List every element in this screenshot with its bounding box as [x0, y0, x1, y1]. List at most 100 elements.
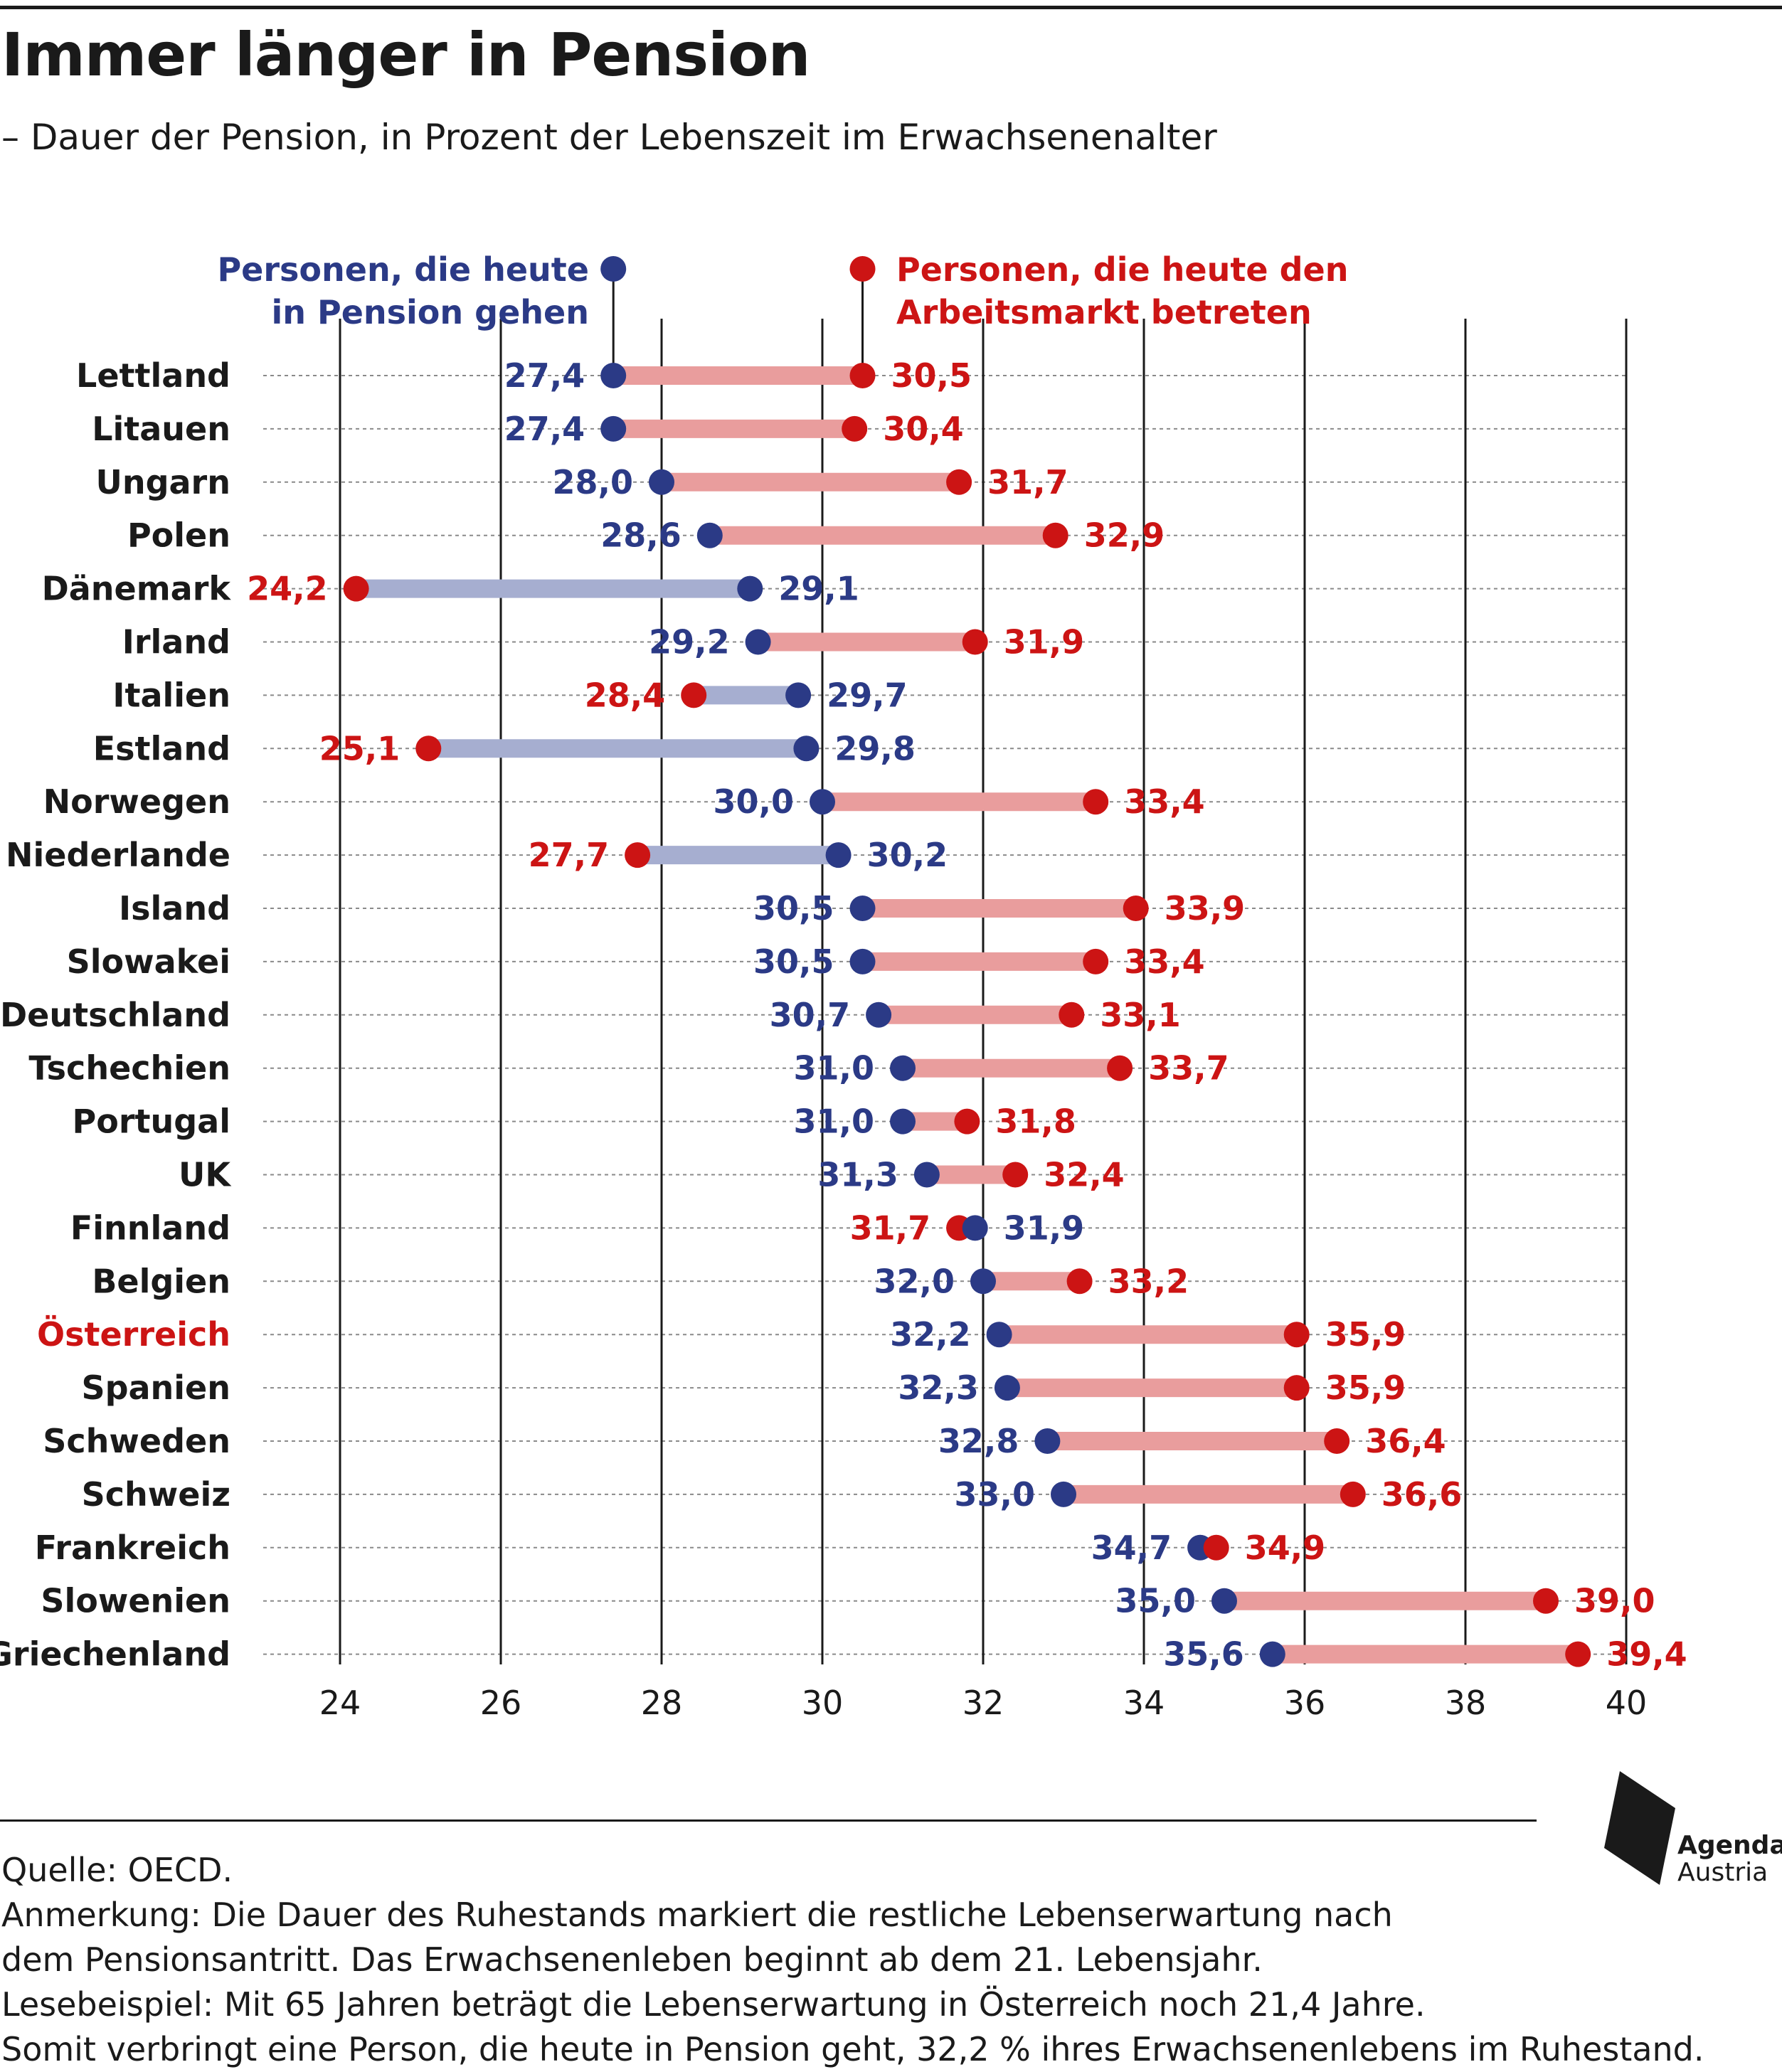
logo-text: Agenda Austria [1677, 1832, 1782, 1886]
retiree-value-label: 31,9 [1004, 1208, 1085, 1247]
entrant-value-label: 28,4 [585, 676, 666, 714]
legend-label-blue-line-1: Personen, die heute [217, 250, 589, 289]
country-label: Norwegen [43, 782, 230, 821]
entrant-dot [946, 469, 972, 495]
entrant-value-label: 39,0 [1574, 1582, 1655, 1620]
country-label: Tschechien [28, 1049, 230, 1088]
entrant-dot [1083, 789, 1109, 815]
retiree-dot [1211, 1588, 1237, 1614]
retiree-value-label: 32,3 [898, 1369, 979, 1407]
reading-example-line-2: Somit verbringt eine Person, die heute i… [1, 2030, 1704, 2068]
entrant-value-label: 27,7 [529, 836, 610, 874]
retiree-dot [1034, 1428, 1061, 1454]
retiree-value-label: 30,5 [753, 889, 834, 928]
retiree-value-label: 28,0 [553, 463, 634, 501]
entrant-dot [1123, 896, 1149, 921]
entrant-dot [842, 415, 868, 442]
entrant-value-label: 31,7 [850, 1208, 931, 1247]
retiree-value-label: 29,2 [649, 623, 730, 662]
retiree-value-label: 29,7 [827, 676, 908, 714]
country-label: Belgien [92, 1262, 230, 1300]
retiree-value-label: 30,7 [770, 996, 851, 1034]
retiree-value-label: 30,2 [867, 836, 948, 874]
entrant-dot [625, 842, 651, 868]
entrant-dot [1283, 1375, 1310, 1401]
retiree-dot [649, 469, 674, 495]
entrant-dot [1203, 1534, 1229, 1561]
country-label: Slowakei [67, 942, 230, 981]
retiree-dot [1259, 1641, 1285, 1667]
retiree-value-label: 34,7 [1091, 1529, 1172, 1567]
entrant-dot [343, 575, 369, 602]
country-label: Frankreich [35, 1529, 230, 1567]
country-label: Dänemark [42, 570, 232, 608]
entrant-value-label: 35,9 [1325, 1369, 1406, 1407]
retiree-dot [810, 789, 835, 815]
entrant-dot [681, 682, 707, 708]
country-label: Österreich [37, 1315, 230, 1354]
entrant-dot [954, 1108, 980, 1135]
country-label: Griechenland [0, 1635, 230, 1674]
retiree-dot [994, 1375, 1020, 1401]
country-label: Litauen [92, 410, 230, 448]
retiree-dot [600, 363, 627, 388]
agenda-austria-logo-icon [1604, 1771, 1675, 1885]
chart-subtitle: – Dauer der Pension, in Prozent der Lebe… [1, 117, 1217, 158]
entrant-value-label: 36,6 [1381, 1475, 1463, 1514]
retiree-value-label: 30,0 [714, 782, 795, 821]
entrant-value-label: 33,4 [1124, 942, 1205, 981]
retiree-dot [600, 415, 627, 442]
entrant-dot [1066, 1268, 1093, 1295]
entrant-value-label: 39,4 [1606, 1635, 1687, 1674]
retiree-dot [1051, 1481, 1076, 1507]
retiree-dot [825, 842, 852, 868]
entrant-dot [1059, 1002, 1085, 1028]
retiree-dot [866, 1002, 892, 1028]
retiree-value-label: 32,2 [890, 1315, 971, 1354]
retiree-dot [696, 522, 723, 548]
retiree-dot [737, 575, 763, 602]
retiree-value-label: 31,0 [794, 1103, 875, 1141]
entrant-value-label: 33,9 [1165, 889, 1246, 928]
entrant-value-label: 34,9 [1245, 1529, 1326, 1567]
country-label: Spanien [81, 1369, 230, 1407]
x-tick-label: 28 [641, 1684, 683, 1722]
country-label: Irland [122, 623, 230, 662]
entrant-dot [1083, 948, 1109, 974]
entrant-value-label: 24,2 [247, 570, 328, 608]
entrant-value-label: 33,2 [1108, 1262, 1189, 1300]
retiree-value-label: 29,1 [778, 570, 859, 608]
retiree-dot [890, 1055, 916, 1081]
x-tick-label: 40 [1606, 1684, 1648, 1722]
retiree-value-label: 31,0 [794, 1049, 875, 1088]
country-label: Lettland [76, 356, 230, 395]
entrant-dot [1042, 522, 1068, 548]
entrant-dot [962, 629, 988, 655]
footnotes: Quelle: OECD. Anmerkung: Die Dauer des R… [1, 1848, 1704, 2072]
dumbbell-chart: 24 26 28 30 32 34 36 38 40 Personen, die heute in … [0, 250, 1687, 1722]
entrant-value-label: 36,4 [1365, 1422, 1446, 1460]
country-label: Deutschland [0, 996, 230, 1034]
legend-label-red-line-2: Arbeitsmarkt betreten [896, 293, 1312, 331]
retiree-dot [849, 948, 876, 974]
x-tick-label: 26 [480, 1684, 522, 1722]
retiree-dot [890, 1108, 916, 1135]
retiree-dot [793, 735, 820, 762]
country-label: UK [179, 1156, 232, 1194]
retiree-value-label: 30,5 [753, 942, 834, 981]
legend-marker-blue [600, 256, 627, 282]
country-label: Estland [93, 729, 230, 767]
entrant-value-label: 35,9 [1325, 1315, 1406, 1354]
entrant-value-label: 30,5 [891, 356, 972, 395]
country-label: Finnland [70, 1208, 230, 1247]
retiree-dot [970, 1268, 996, 1295]
country-label: Niederlande [6, 836, 230, 874]
entrant-value-label: 32,4 [1044, 1156, 1125, 1194]
x-tick-label: 38 [1445, 1684, 1487, 1722]
entrant-dot [1340, 1481, 1366, 1507]
entrant-dot [1283, 1322, 1310, 1348]
country-label: Slowenien [41, 1582, 230, 1620]
retiree-value-label: 35,0 [1115, 1582, 1197, 1620]
entrant-dot [1565, 1641, 1591, 1667]
entrant-value-label: 30,4 [883, 410, 964, 448]
